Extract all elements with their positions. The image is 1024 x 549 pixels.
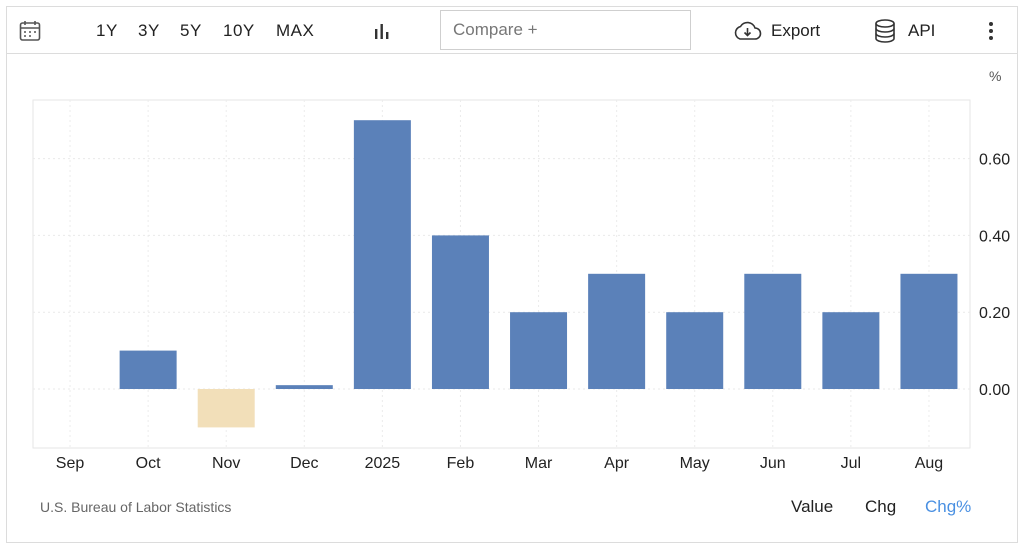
api-button[interactable]: API: [874, 7, 935, 54]
source-label: U.S. Bureau of Labor Statistics: [40, 499, 232, 515]
range-5y-button[interactable]: 5Y: [180, 20, 202, 40]
tab-chg-percent[interactable]: Chg%: [925, 497, 972, 516]
range-3y-button[interactable]: 3Y: [138, 20, 160, 40]
export-button[interactable]: Export: [732, 7, 820, 54]
range-10y-button[interactable]: 10Y: [223, 20, 255, 40]
more-vertical-icon[interactable]: [987, 7, 995, 54]
range-1y-button[interactable]: 1Y: [96, 20, 118, 40]
chart-toolbar: 1Y 3Y 5Y 10Y MAX Export API: [7, 7, 1017, 54]
cloud-download-icon: [732, 20, 762, 42]
bar-chart-icon[interactable]: [373, 7, 391, 54]
chart-widget: [6, 6, 1018, 543]
export-label: Export: [771, 20, 821, 40]
compare-input[interactable]: [453, 20, 673, 40]
tab-value[interactable]: Value: [791, 497, 834, 516]
tab-chg[interactable]: Chg: [865, 497, 897, 516]
range-max-button[interactable]: MAX: [276, 20, 315, 40]
compare-field[interactable]: [440, 10, 691, 50]
calendar-icon[interactable]: [19, 7, 41, 54]
database-icon: [874, 18, 896, 43]
unit-label: %: [989, 68, 1002, 84]
api-label: API: [908, 20, 936, 40]
